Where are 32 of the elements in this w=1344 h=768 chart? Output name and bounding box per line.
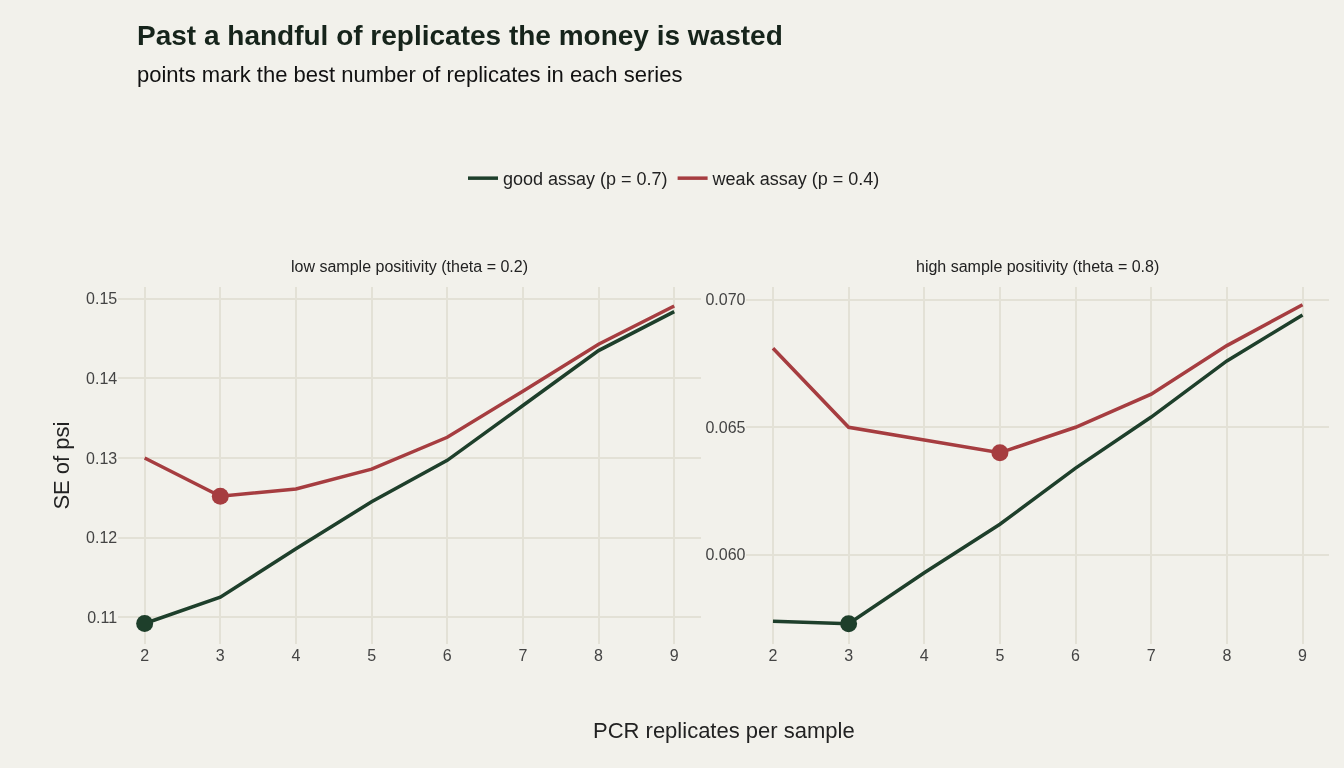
x-tick-label: 3 [844,647,854,665]
x-tick-label: 7 [1146,647,1156,665]
chart-title: low sample positivity (theta = 0.2) [291,258,528,275]
legend-label: good assay (p = 0.7) [503,169,668,190]
y-tick-label: 0.11 [87,608,118,626]
text: points mark the best number of replicates in each series [137,62,683,87]
x-tick-label: 7 [518,647,528,665]
x-tick-label: 6 [442,647,452,665]
x-tick-label: 5 [367,647,377,665]
y-tick-label: 0.15 [86,290,118,308]
x-tick-label: 2 [140,647,150,665]
x-tick-label: 8 [1222,647,1232,665]
x-tick-label: 5 [995,647,1005,665]
text: Past a handful of replicates the money is wasted [137,20,783,51]
y-tick-label: 0.070 [705,291,746,309]
x-tick-label: 4 [291,647,301,665]
x-axis-title: PCR replicates per sample [593,718,855,743]
y-axis-title: SE of psi [48,421,74,510]
x-tick-label: 8 [594,647,604,665]
y-tick-label: 0.065 [705,418,746,436]
x-tick-label: 3 [215,647,225,665]
x-tick-label: 9 [669,647,679,665]
x-tick-label: 9 [1298,647,1308,665]
x-tick-label: 6 [1071,647,1081,665]
x-tick-label: 2 [768,647,778,665]
y-tick-label: 0.13 [86,449,118,467]
x-tick-label: 4 [919,647,929,665]
y-tick-label: 0.14 [86,370,118,388]
y-tick-label: 0.060 [705,546,746,564]
chart-title: high sample positivity (theta = 0.8) [916,258,1160,275]
legend-label: weak assay (p = 0.4) [711,169,880,190]
y-tick-label: 0.12 [86,529,118,547]
